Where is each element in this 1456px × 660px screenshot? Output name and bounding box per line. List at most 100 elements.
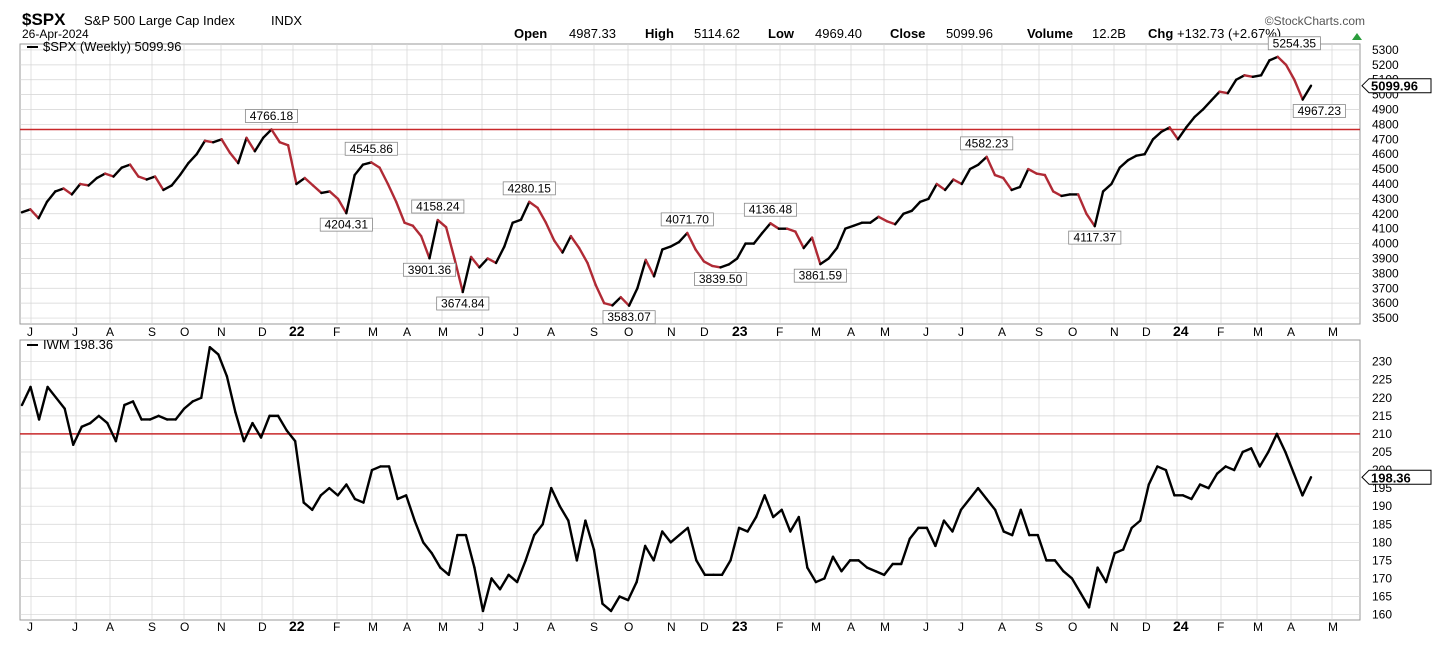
- annotation-box: [244, 109, 298, 123]
- price-annotation: 3674.84: [441, 297, 485, 311]
- x-axis-label: D: [700, 620, 709, 634]
- price-segment: [20, 385, 32, 407]
- price-segment: [908, 526, 920, 540]
- x-axis-label: M: [880, 620, 890, 634]
- x-axis-label: J: [72, 325, 78, 339]
- price-segment: [1053, 559, 1065, 573]
- price-segment: [191, 396, 203, 403]
- price-segment: [1121, 526, 1133, 551]
- price-segment: [1035, 172, 1047, 177]
- price-segment: [865, 566, 877, 573]
- price-segment: [636, 258, 647, 290]
- chart-date: 26-Apr-2024: [22, 27, 89, 41]
- price-segment: [1207, 472, 1219, 490]
- price-segment: [428, 218, 440, 260]
- price-segment: [594, 284, 606, 305]
- price-segment: [1010, 185, 1022, 192]
- price-segment: [1147, 465, 1159, 486]
- price-segment: [444, 225, 456, 260]
- price-segment: [29, 208, 40, 220]
- price-segment: [242, 421, 254, 443]
- y-tick-label: 210: [1372, 427, 1392, 441]
- price-segment: [678, 526, 690, 537]
- price-segment: [461, 255, 473, 294]
- annotation-box: [793, 268, 847, 283]
- stat-label-close: Close: [890, 26, 925, 41]
- x-axis-label: F: [776, 325, 783, 339]
- y-tick-label: 4700: [1372, 132, 1399, 146]
- price-segment: [336, 483, 348, 497]
- price-segment: [584, 519, 596, 551]
- price-segment: [478, 257, 489, 269]
- price-segment: [993, 508, 1005, 533]
- y-tick-label: 215: [1372, 409, 1392, 423]
- annotation-box: [960, 136, 1014, 151]
- price-segment: [128, 163, 140, 178]
- price-segment: [702, 260, 714, 268]
- annotation-box: [344, 141, 398, 156]
- price-segment: [1101, 182, 1113, 193]
- price-segment: [278, 141, 290, 147]
- price-segment: [320, 190, 331, 195]
- price-segment: [413, 519, 425, 544]
- y-tick-label: 170: [1372, 571, 1392, 585]
- price-segment: [611, 295, 622, 307]
- price-segment: [481, 577, 493, 613]
- price-segment: [37, 200, 49, 220]
- annotation-box: [1292, 104, 1346, 118]
- x-axis-label: O: [1068, 620, 1077, 634]
- x-axis-label: M: [438, 325, 448, 339]
- price-segment: [87, 176, 99, 187]
- exchange-label: INDX: [271, 13, 302, 28]
- price-segment: [1062, 570, 1074, 580]
- price-segment: [62, 187, 74, 196]
- x-axis-label: F: [333, 620, 340, 634]
- price-annotation: 4117.37: [1074, 231, 1117, 245]
- x-axis-label: A: [403, 325, 411, 339]
- annotation-box: [694, 272, 748, 286]
- price-segment: [844, 224, 855, 230]
- x-axis-label: M: [368, 325, 378, 339]
- price-segment: [1284, 450, 1296, 475]
- price-segment: [810, 236, 822, 266]
- price-segment: [285, 429, 297, 443]
- y-tick-label: 190: [1372, 499, 1392, 513]
- price-annotation: 4582.23: [965, 136, 1009, 150]
- price-segment: [1139, 483, 1151, 522]
- x-axis-label: S: [590, 325, 598, 339]
- price-segment: [1284, 63, 1296, 81]
- price-segment: [609, 595, 621, 613]
- y-tick-label: 5200: [1372, 58, 1399, 72]
- price-segment: [1011, 508, 1022, 537]
- price-segment: [869, 215, 880, 224]
- price-segment: [37, 385, 49, 421]
- price-segment: [120, 163, 132, 169]
- price-segment: [544, 221, 556, 242]
- price-segment: [831, 555, 843, 573]
- stat-label-high: High: [645, 26, 674, 41]
- price-annotation: 3901.36: [408, 263, 452, 277]
- price-segment: [976, 486, 988, 501]
- price-segment: [302, 501, 314, 512]
- x-axis-label: D: [258, 325, 267, 339]
- price-segment: [960, 167, 972, 186]
- price-segment: [1241, 447, 1253, 454]
- x-axis-label: M: [1328, 620, 1338, 634]
- x-axis-label: A: [998, 325, 1006, 339]
- price-segment: [720, 559, 732, 577]
- annotation-box: [319, 217, 373, 232]
- price-segment: [669, 240, 681, 248]
- price-segment: [419, 234, 431, 260]
- price-segment: [295, 176, 306, 186]
- price-segment: [686, 526, 698, 562]
- price-segment: [553, 239, 564, 254]
- price-segment: [754, 494, 766, 519]
- x-axis-label: J: [513, 325, 519, 339]
- price-segment: [1079, 591, 1091, 609]
- price-segment: [234, 411, 246, 443]
- watermark: ©StockCharts.com: [1265, 14, 1365, 28]
- price-segment: [245, 136, 257, 153]
- spx-panel: 3500360037003800390040004100420043004400…: [19, 36, 1432, 339]
- price-segment: [661, 245, 672, 251]
- price-segment: [877, 215, 889, 223]
